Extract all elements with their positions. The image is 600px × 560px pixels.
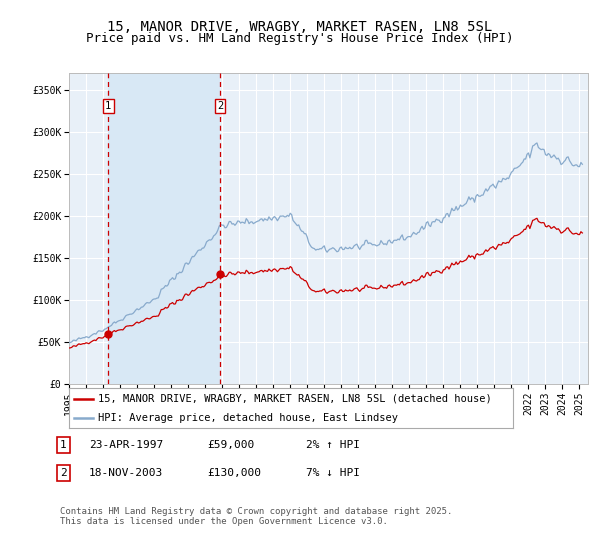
Text: 7% ↓ HPI: 7% ↓ HPI xyxy=(306,468,360,478)
Text: Price paid vs. HM Land Registry's House Price Index (HPI): Price paid vs. HM Land Registry's House … xyxy=(86,32,514,45)
Text: HPI: Average price, detached house, East Lindsey: HPI: Average price, detached house, East… xyxy=(98,413,398,422)
Text: 2% ↑ HPI: 2% ↑ HPI xyxy=(306,440,360,450)
Text: 18-NOV-2003: 18-NOV-2003 xyxy=(89,468,163,478)
Text: 23-APR-1997: 23-APR-1997 xyxy=(89,440,163,450)
Text: £59,000: £59,000 xyxy=(207,440,254,450)
Text: 1: 1 xyxy=(60,440,67,450)
Text: Contains HM Land Registry data © Crown copyright and database right 2025.
This d: Contains HM Land Registry data © Crown c… xyxy=(60,507,452,526)
Text: 1: 1 xyxy=(105,101,112,111)
Text: 15, MANOR DRIVE, WRAGBY, MARKET RASEN, LN8 5SL (detached house): 15, MANOR DRIVE, WRAGBY, MARKET RASEN, L… xyxy=(98,394,491,404)
Text: 2: 2 xyxy=(60,468,67,478)
Text: £130,000: £130,000 xyxy=(207,468,261,478)
Text: 15, MANOR DRIVE, WRAGBY, MARKET RASEN, LN8 5SL: 15, MANOR DRIVE, WRAGBY, MARKET RASEN, L… xyxy=(107,20,493,34)
Bar xyxy=(109,73,220,384)
Text: 2: 2 xyxy=(217,101,223,111)
